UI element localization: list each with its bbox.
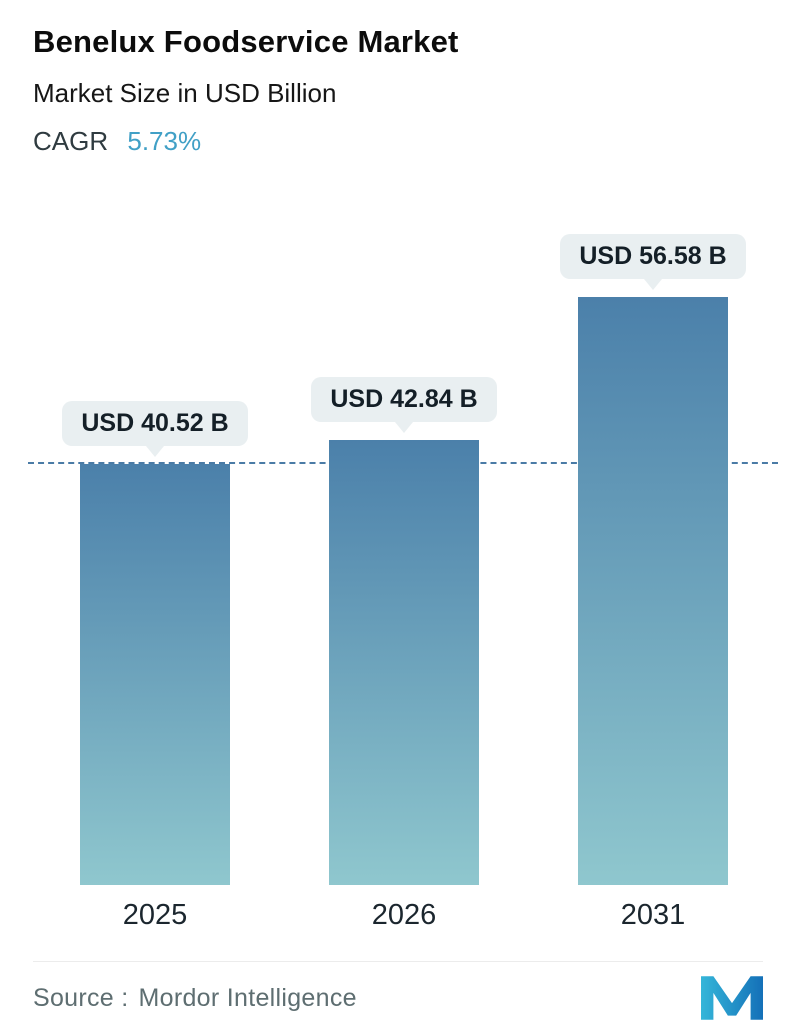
bubble-pointer-icon [395,422,413,433]
source-label: Source : [33,983,129,1012]
bar [329,440,479,885]
chart-footer: Source : Mordor Intelligence [33,961,763,1020]
x-axis-label: 2026 [371,899,437,931]
bar [80,464,230,885]
cagr-label: CAGR [33,126,109,156]
source-text: Source : Mordor Intelligence [33,984,357,1013]
cagr-row: CAGR 5.73% [33,126,459,157]
bar-value-bubble: USD 42.84 B [311,377,497,422]
bar-value-bubble: USD 40.52 B [62,401,248,446]
chart-title: Benelux Foodservice Market [33,24,459,59]
x-axis-label: 2031 [620,899,686,931]
bar-group: USD 40.52 B 2025 [62,401,248,931]
source-value: Mordor Intelligence [138,983,357,1012]
chart-subtitle: Market Size in USD Billion [33,78,337,108]
bar-group: USD 42.84 B 2026 [311,377,497,931]
bubble-pointer-icon [146,446,164,457]
x-axis-label: 2025 [122,899,188,931]
bubble-pointer-icon [644,279,662,290]
bar [578,297,728,885]
bar-value-bubble: USD 56.58 B [560,234,746,279]
cagr-value: 5.73% [127,126,202,156]
bar-group: USD 56.58 B 2031 [560,234,746,931]
mordor-intelligence-logo-icon [701,976,763,1020]
bars-row: USD 40.52 B 2025 USD 42.84 B 2026 USD 56.58 … [28,234,778,931]
bar-chart: USD 40.52 B 2025 USD 42.84 B 2026 USD 56.58 … [28,210,778,931]
chart-header: Benelux Foodservice Market Market Size i… [33,24,459,157]
